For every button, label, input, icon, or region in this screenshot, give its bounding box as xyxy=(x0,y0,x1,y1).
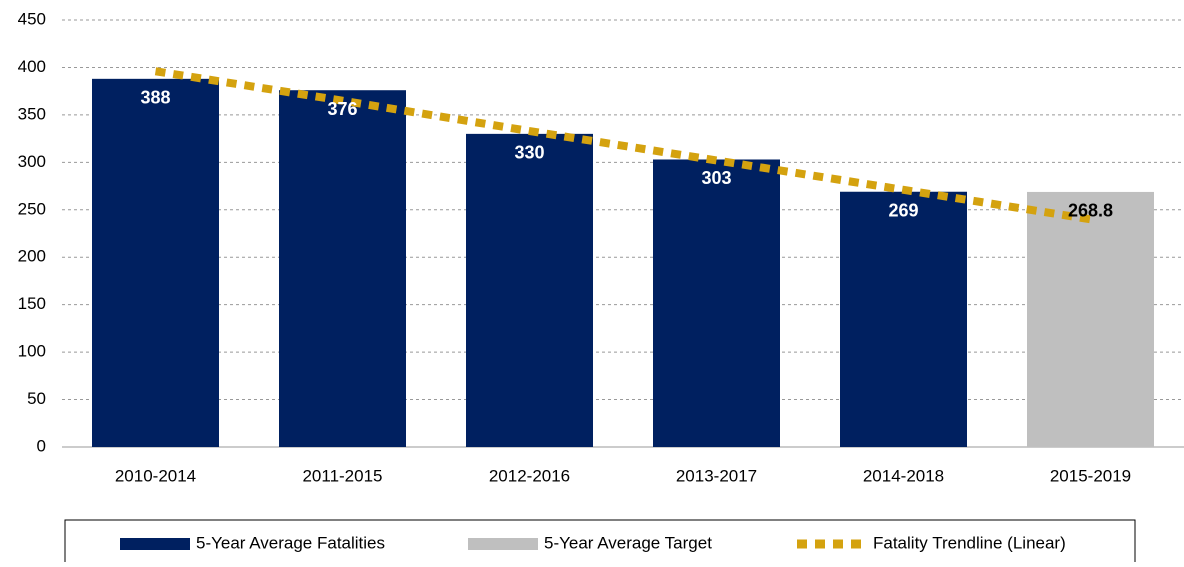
data-label: 376 xyxy=(327,99,357,119)
y-tick-label: 150 xyxy=(18,294,46,313)
x-tick-label: 2014-2018 xyxy=(863,466,944,485)
legend-swatch xyxy=(120,538,190,550)
x-tick-label: 2013-2017 xyxy=(676,466,757,485)
bar xyxy=(92,78,219,447)
data-label: 303 xyxy=(701,168,731,188)
y-tick-label: 50 xyxy=(27,389,46,408)
x-tick-label: 2012-2016 xyxy=(489,466,570,485)
data-label: 330 xyxy=(514,143,544,163)
y-tick-label: 100 xyxy=(18,342,46,361)
bar xyxy=(653,159,780,447)
bar xyxy=(466,133,593,447)
x-tick-label: 2010-2014 xyxy=(115,466,196,485)
data-label: 268.8 xyxy=(1068,201,1113,221)
y-tick-label: 450 xyxy=(18,9,46,28)
x-tick-label: 2011-2015 xyxy=(302,466,382,485)
bar xyxy=(279,90,406,448)
y-tick-label: 300 xyxy=(18,152,46,171)
legend-box xyxy=(64,519,1136,567)
y-tick-label: 200 xyxy=(18,247,46,266)
trendline xyxy=(154,67,1092,224)
legend-swatch xyxy=(468,538,538,550)
legend-label: 5-Year Average Fatalities xyxy=(196,533,385,552)
y-tick-label: 350 xyxy=(18,104,46,123)
bar xyxy=(840,191,967,447)
legend-label: 5-Year Average Target xyxy=(544,533,712,552)
x-tick-label: 2015-2019 xyxy=(1050,466,1131,485)
data-label: 388 xyxy=(140,88,170,108)
bar xyxy=(1027,191,1154,447)
legend-label: Fatality Trendline (Linear) xyxy=(873,533,1066,552)
data-label: 269 xyxy=(888,200,918,220)
y-tick-label: 0 xyxy=(37,436,46,455)
y-tick-label: 400 xyxy=(18,57,46,76)
y-tick-label: 250 xyxy=(18,199,46,218)
